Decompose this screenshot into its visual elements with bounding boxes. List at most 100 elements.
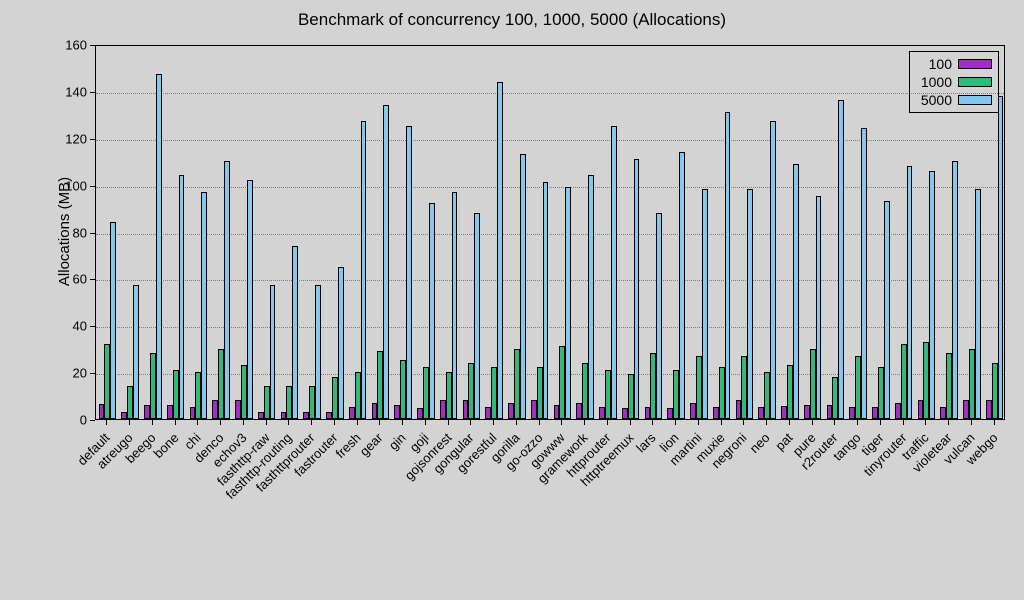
- x-tick: [903, 420, 904, 425]
- x-tick: [607, 420, 608, 425]
- y-tick: [90, 326, 95, 327]
- bar: [634, 159, 640, 419]
- x-tick: [197, 420, 198, 425]
- x-tick-label: neo: [747, 430, 773, 456]
- bar: [247, 180, 253, 419]
- bar: [565, 187, 571, 419]
- x-tick: [630, 420, 631, 425]
- bar: [770, 121, 776, 419]
- gridline: [96, 327, 1004, 328]
- bar: [179, 175, 185, 419]
- bar: [133, 285, 139, 419]
- y-tick-label: 60: [73, 272, 87, 287]
- x-tick-label: bone: [150, 430, 181, 461]
- y-tick-label: 120: [65, 131, 87, 146]
- x-tick-label: gin: [386, 430, 409, 453]
- x-tick: [971, 420, 972, 425]
- x-tick: [448, 420, 449, 425]
- y-tick-label: 0: [80, 413, 87, 428]
- x-tick: [652, 420, 653, 425]
- legend: 100 1000 5000: [909, 51, 999, 113]
- x-tick: [516, 420, 517, 425]
- bar: [543, 182, 549, 419]
- x-tick: [266, 420, 267, 425]
- x-tick: [766, 420, 767, 425]
- x-tick: [994, 420, 995, 425]
- y-tick: [90, 139, 95, 140]
- bar: [725, 112, 731, 419]
- x-tick: [834, 420, 835, 425]
- legend-swatch: [958, 95, 992, 105]
- gridline: [96, 93, 1004, 94]
- bar: [338, 267, 344, 419]
- gridline: [96, 374, 1004, 375]
- bar: [315, 285, 321, 419]
- x-tick: [220, 420, 221, 425]
- y-tick-label: 160: [65, 38, 87, 53]
- legend-swatch: [958, 77, 992, 87]
- y-tick: [90, 373, 95, 374]
- bar: [975, 189, 981, 419]
- x-tick: [812, 420, 813, 425]
- bar: [929, 171, 935, 419]
- x-tick: [789, 420, 790, 425]
- gridline: [96, 140, 1004, 141]
- y-tick-label: 100: [65, 178, 87, 193]
- legend-swatch: [958, 59, 992, 69]
- bar: [224, 161, 230, 419]
- x-tick: [925, 420, 926, 425]
- bar: [292, 246, 298, 419]
- x-tick: [175, 420, 176, 425]
- x-tick-label: lars: [634, 430, 659, 455]
- bar: [793, 164, 799, 419]
- x-tick: [379, 420, 380, 425]
- x-tick-label: gear: [357, 430, 386, 459]
- bar: [611, 126, 617, 419]
- bar: [702, 189, 708, 419]
- bar: [884, 201, 890, 419]
- x-tick: [561, 420, 562, 425]
- bar: [474, 213, 480, 419]
- x-tick: [311, 420, 312, 425]
- bar: [838, 100, 844, 419]
- x-tick: [129, 420, 130, 425]
- x-tick: [288, 420, 289, 425]
- x-tick: [493, 420, 494, 425]
- bar: [520, 154, 526, 419]
- y-tick: [90, 420, 95, 421]
- gridline: [96, 234, 1004, 235]
- y-tick-label: 40: [73, 319, 87, 334]
- bar: [588, 175, 594, 419]
- x-tick: [106, 420, 107, 425]
- x-tick: [152, 420, 153, 425]
- x-tick: [334, 420, 335, 425]
- bar: [907, 166, 913, 419]
- x-tick: [539, 420, 540, 425]
- y-tick-label: 140: [65, 84, 87, 99]
- x-tick: [948, 420, 949, 425]
- bar: [816, 196, 822, 419]
- bar: [998, 96, 1004, 419]
- bar: [383, 105, 389, 419]
- bar: [452, 192, 458, 419]
- legend-label: 1000: [916, 74, 952, 90]
- bar: [110, 222, 116, 419]
- bar: [747, 189, 753, 419]
- bar: [656, 213, 662, 419]
- y-tick: [90, 186, 95, 187]
- x-tick: [357, 420, 358, 425]
- plot-area: [95, 45, 1005, 420]
- bar: [497, 82, 503, 420]
- bar: [952, 161, 958, 419]
- bar: [270, 285, 276, 419]
- bar: [861, 128, 867, 419]
- bar: [156, 74, 162, 419]
- x-tick: [743, 420, 744, 425]
- legend-label: 5000: [916, 92, 952, 108]
- x-tick: [425, 420, 426, 425]
- legend-label: 100: [916, 56, 952, 72]
- x-tick: [402, 420, 403, 425]
- legend-item: 5000: [916, 91, 992, 109]
- x-tick: [698, 420, 699, 425]
- chart-title: Benchmark of concurrency 100, 1000, 5000…: [0, 10, 1024, 30]
